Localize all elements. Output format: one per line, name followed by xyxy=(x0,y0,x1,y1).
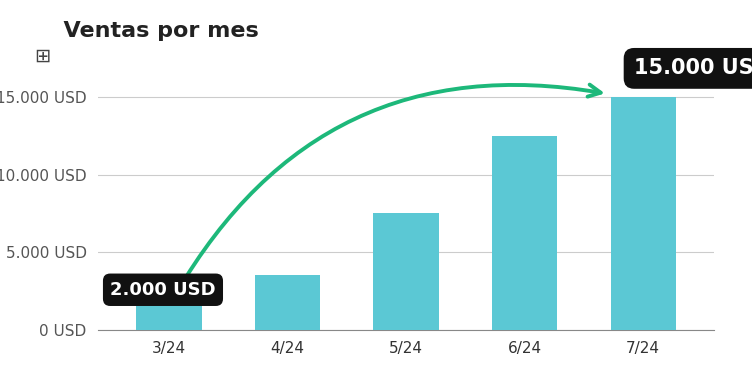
Text: Ventas por mes: Ventas por mes xyxy=(48,21,259,42)
Bar xyxy=(136,299,202,330)
Text: ⊞: ⊞ xyxy=(34,47,50,66)
Text: 15.000 USD: 15.000 USD xyxy=(634,58,752,78)
Text: 2.000 USD: 2.000 USD xyxy=(111,281,216,299)
Bar xyxy=(492,136,557,330)
Bar xyxy=(374,213,438,330)
Bar xyxy=(255,275,320,330)
Bar xyxy=(611,97,676,330)
